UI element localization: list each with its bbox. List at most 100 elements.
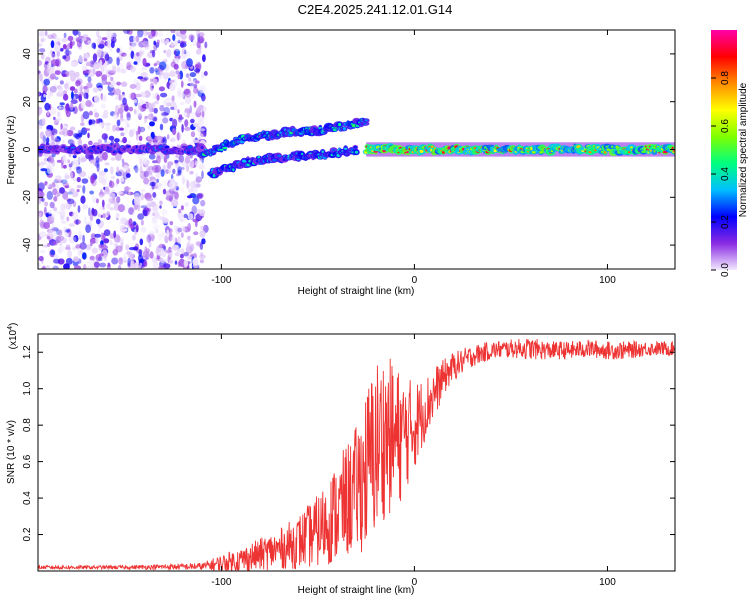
noise-mark: [51, 221, 56, 230]
noise-mark: [138, 259, 145, 263]
noise-mark: [177, 132, 180, 141]
noise-mark: [184, 201, 189, 208]
noise-mark: [190, 131, 196, 138]
noise-mark: [116, 166, 119, 173]
noise-mark: [38, 31, 46, 37]
signal-upper-branch-core: [364, 119, 368, 122]
noise-mark: [137, 125, 141, 135]
spectrogram-panel: -100 0 100 -40 -20 0 20 40 Height of straight l…: [6, 29, 676, 297]
chart-title: C2E4.2025.241.12.01.G14: [297, 2, 453, 17]
noise-mark: [116, 57, 120, 66]
noise-mark: [134, 167, 141, 173]
noise-mark: [120, 68, 127, 74]
noise-mark: [58, 86, 64, 95]
noise-mark: [172, 118, 178, 128]
noise-mark: [77, 129, 83, 139]
noise-mark: [153, 40, 156, 46]
noise-mark: [184, 88, 192, 98]
noise-mark: [116, 178, 120, 185]
noise-mark: [172, 168, 176, 175]
noise-mark: [151, 85, 154, 89]
noise-mark: [88, 68, 95, 78]
noise-mark: [158, 243, 165, 249]
noise-mark: [175, 132, 182, 141]
noise-mark: [196, 194, 203, 200]
noise-mark: [100, 103, 106, 109]
noise-mark: [84, 40, 88, 45]
noise-mark: [39, 250, 46, 253]
noise-mark: [177, 92, 185, 99]
noise-mark: [175, 186, 179, 191]
noise-mark: [123, 186, 132, 191]
noise-mark: [174, 252, 180, 257]
noise-mark: [108, 79, 116, 88]
noise-mark: [89, 159, 95, 164]
noise-mark: [43, 206, 47, 215]
noise-mark: [114, 243, 119, 251]
noise-mark: [149, 78, 154, 83]
noise-mark: [75, 80, 81, 87]
noise-mark: [120, 81, 128, 87]
signal-lower-branch-core: [354, 150, 359, 154]
noise-mark: [168, 180, 175, 190]
carrier-line-strong-core: [531, 150, 536, 154]
noise-mark: [162, 138, 166, 143]
noise-mark: [130, 50, 135, 59]
noise-mark: [187, 195, 193, 199]
noise-mark: [192, 160, 200, 164]
noise-mark: [81, 37, 87, 42]
noise-mark: [56, 159, 62, 163]
noise-mark: [200, 116, 206, 120]
noise-mark: [110, 76, 114, 81]
snr-y-tick-label: 0.2: [22, 527, 33, 541]
noise-mark: [174, 104, 178, 111]
signal-upper-branch-core: [351, 124, 357, 128]
noise-mark: [67, 249, 72, 259]
noise-mark: [69, 126, 76, 131]
noise-mark: [103, 109, 109, 119]
noise-mark: [199, 242, 204, 250]
noise-mark: [88, 140, 93, 146]
noise-mark: [122, 171, 129, 180]
noise-mark: [188, 34, 195, 41]
noise-mark: [76, 40, 82, 48]
noise-mark: [104, 162, 110, 166]
noise-mark: [185, 164, 190, 173]
noise-mark: [148, 153, 156, 160]
noise-mark: [156, 39, 160, 45]
noise-mark: [64, 83, 69, 89]
noise-mark: [147, 210, 155, 217]
noise-mark: [153, 63, 158, 67]
noise-mark: [199, 259, 204, 264]
noise-mark: [46, 236, 51, 240]
noise-mark: [172, 48, 180, 52]
spectrogram-x-tick-label: 100: [599, 275, 616, 286]
noise-mark: [114, 138, 120, 143]
noise-mark: [92, 157, 99, 167]
noise-mark: [101, 94, 107, 103]
signal-upper-branch-core: [298, 132, 304, 135]
noise-mark: [42, 118, 46, 126]
noise-mark: [120, 52, 127, 57]
noise-mark: [183, 259, 189, 268]
noise-mark: [41, 266, 46, 269]
noise-mark: [152, 261, 159, 269]
noise-mark: [166, 48, 172, 58]
noise-mark: [193, 231, 199, 236]
noise-mark: [194, 68, 201, 73]
noise-mark: [166, 229, 170, 238]
noise-mark: [180, 30, 187, 35]
noise-mark: [85, 224, 91, 233]
noise-mark: [146, 234, 152, 243]
noise-mark: [142, 209, 148, 217]
noise-mark: [152, 216, 157, 223]
noise-mark: [181, 80, 184, 88]
noise-mark: [134, 93, 142, 98]
noise-mark: [132, 211, 136, 216]
noise-mark: [163, 263, 171, 269]
noise-mark: [42, 244, 49, 248]
noise-mark: [41, 197, 45, 202]
noise-mark: [85, 244, 92, 251]
noise-mark: [60, 210, 66, 217]
noise-mark: [38, 212, 42, 217]
